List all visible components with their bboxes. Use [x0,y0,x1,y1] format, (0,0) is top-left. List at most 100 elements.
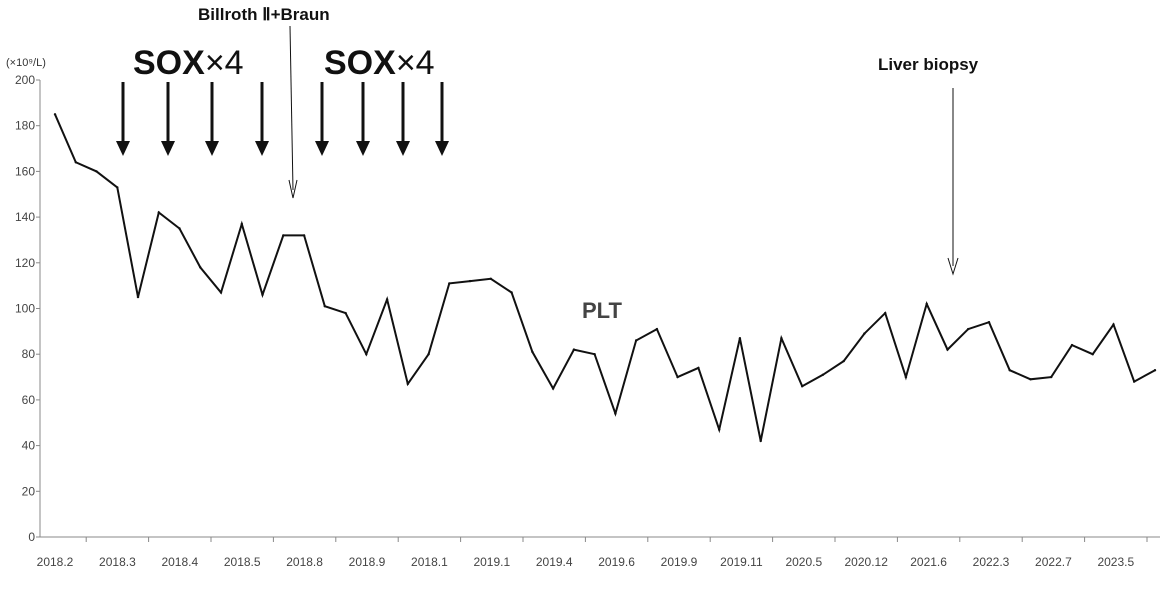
y-tick-label: 200 [15,73,35,87]
x-tick-label: 2018.4 [161,555,198,569]
plt-data-point [1091,353,1094,356]
x-tick-label: 2018.1 [411,555,448,569]
surgery-annotation: Billroth Ⅱ+Braun [198,5,330,24]
plt-data-point [95,170,98,173]
plt-data-point [74,161,78,164]
plt-data-point [676,375,679,379]
x-tick-label: 2019.9 [661,555,698,569]
plt-data-point [240,222,243,226]
x-tick-label: 2019.4 [536,555,573,569]
plt-data-point [323,305,326,308]
plt-data-point [178,227,181,230]
x-tick-label: 2018.5 [224,555,261,569]
y-tick-label: 180 [15,119,35,133]
plt-data-point [531,350,534,354]
plt-data-point [780,337,783,340]
x-axis-ticks: 2018.2 2018.3 2018.4 2018.5 2018.8 2018.9 2018… [37,537,1148,569]
plt-data-point [718,428,721,431]
x-tick-label: 2019.11 [720,555,763,569]
plt-data-point [136,295,140,299]
plt-data-point [655,327,659,331]
sox-arrow [435,82,449,156]
plt-data-point [551,387,555,390]
sox-arrow [161,82,175,156]
x-tick-label: 2022.7 [1035,555,1072,569]
plt-data-point [1112,323,1115,326]
sox-annotation-2-bold: SOX [324,44,396,82]
plt-data-point [406,382,409,386]
plt-data-point [510,291,513,294]
sox-annotation-1-rest: ×4 [205,44,244,82]
surgery-arrow [288,25,298,199]
y-tick-label: 20 [22,484,36,498]
plt-data-point [863,332,866,335]
plt-data-point [116,186,119,189]
sox-arrow [356,82,370,156]
plt-data-point [53,113,57,116]
plt-series-line [54,113,1156,442]
x-tick-label: 2023.5 [1097,555,1134,569]
y-tick-label: 160 [15,164,35,178]
sox-arrow [205,82,219,156]
plt-data-point [344,311,347,315]
x-tick-label: 2020.12 [845,555,889,569]
y-tick-label: 80 [22,347,36,361]
x-tick-label: 2018.3 [99,555,136,569]
x-tick-label: 2022.3 [973,555,1010,569]
sox-arrow [315,82,329,156]
plt-data-point [302,234,306,237]
x-tick-label: 2018.2 [37,555,74,569]
y-tick-label: 40 [22,439,36,453]
plt-data-point [1050,375,1053,379]
plt-data-points [53,113,1157,443]
sox-annotation-1-bold: SOX [133,44,205,82]
y-axis-ticks: 0 20 40 60 80 100 120 140 160 180 200 [15,73,40,544]
x-tick-label: 2018.8 [286,555,323,569]
plt-data-point [904,375,908,379]
plt-data-point [614,412,617,415]
plt-data-point [593,353,596,356]
plt-data-point [1029,378,1032,381]
x-tick-label: 2021.6 [910,555,947,569]
x-tick-label: 2019.1 [473,555,510,569]
plt-data-point [282,234,285,237]
y-tick-label: 140 [15,210,35,224]
plt-data-point [261,293,264,296]
plt-data-point [967,327,970,331]
plt-data-point [1008,369,1011,372]
plt-data-point [572,348,576,351]
plt-data-point [468,279,472,283]
plt-data-point [199,266,202,269]
plt-data-point [489,277,492,280]
plt-data-point [987,321,991,324]
plt-data-point [946,348,949,351]
plt-data-point [1153,369,1157,372]
plt-data-point [738,337,742,340]
x-tick-label: 2019.6 [598,555,635,569]
plt-data-point [759,439,762,443]
biopsy-arrow [947,88,959,276]
sox-arrow [396,82,410,156]
plt-data-point [157,211,160,214]
plt-data-point [697,366,700,370]
plt-data-point [385,298,389,301]
sox-annotation-1: SOX×4 [133,44,244,82]
y-tick-label: 100 [15,302,35,316]
plt-data-point [1070,343,1074,347]
plt-data-point [925,302,928,306]
sox-annotation-2: SOX×4 [324,44,435,82]
plt-data-point [219,291,223,294]
plt-data-point [427,353,430,356]
x-tick-label: 2020.5 [785,555,822,569]
sox-arrow [116,82,130,156]
sox-cycle-arrows [116,82,449,156]
plt-data-point [801,385,804,388]
sox-annotation-2-rest: ×4 [396,44,435,82]
y-tick-label: 120 [15,256,35,270]
plt-data-point [634,339,638,342]
plt-data-point [448,282,451,285]
plt-data-point [1133,380,1136,383]
series-label-plt: PLT [582,298,622,323]
y-axis-unit-label: (×10⁹/L) [6,57,46,69]
